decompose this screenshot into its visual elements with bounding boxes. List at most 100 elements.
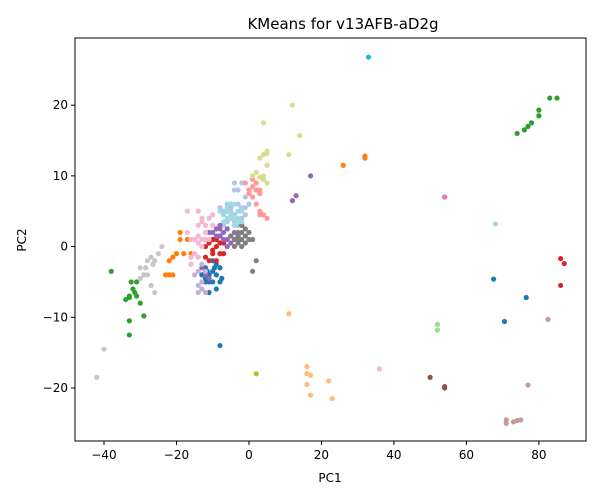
scatter-point-s14-p17 [235, 233, 241, 239]
scatter-point-s13-p9 [184, 229, 190, 236]
scatter-point-s2-p4 [181, 251, 187, 257]
scatter-point-s13-p17 [188, 261, 194, 267]
scatter-point-s1-p6 [246, 201, 252, 207]
scatter-point-s13-p3 [206, 215, 212, 221]
scatter-point-s14-p12 [231, 243, 238, 250]
scatter-point-s6-p1 [213, 243, 219, 250]
scatter-point-s14-p3 [242, 226, 248, 232]
scatter-point-s17-p10 [264, 180, 270, 186]
scatter-point-s13-p21 [199, 215, 205, 221]
scatter-point-s0-p4 [217, 265, 223, 271]
scatter-point-s13-p5 [202, 222, 209, 228]
scatter-point-s6-p9 [220, 251, 227, 257]
scatter-point-s17-p7 [257, 155, 263, 161]
scatter-point-s19-p0 [235, 208, 241, 214]
scatter-point-s6-p11 [202, 254, 209, 260]
scatter-point-s2-p6 [166, 258, 172, 264]
scatter-point-s2-p10 [340, 162, 346, 168]
scatter-point-s15-p1 [148, 254, 154, 260]
scatter-point-s9-p8 [195, 289, 201, 296]
x-tick-label: −40 [91, 448, 116, 462]
scatter-point-s8-p21 [206, 275, 212, 281]
scatter-point-s13-p18 [191, 251, 198, 257]
scatter-point-s13-p19 [195, 254, 201, 260]
scatter-point-s4-p8 [108, 268, 114, 274]
y-tick-label: 0 [60, 240, 68, 254]
scatter-point-s14-p0 [231, 236, 238, 243]
scatter-point-s9-p1 [195, 282, 201, 289]
scatter-point-s11-p5 [525, 382, 531, 388]
scatter-point-s8-p3 [220, 229, 227, 236]
scatter-point-s13-p2 [202, 229, 209, 236]
scatter-point-s14-p13 [249, 236, 256, 243]
scatter-point-s6-p12 [210, 247, 216, 253]
scatter-point-s15-p8 [159, 243, 165, 250]
scatter-point-s9-p5 [191, 272, 198, 278]
scatter-point-s17-p5 [297, 132, 303, 139]
scatter-point-s8-p13 [224, 243, 230, 250]
scatter-point-s0-p20 [501, 318, 508, 325]
scatter-point-s15-p4 [137, 265, 143, 271]
scatter-point-s15-p10 [137, 275, 143, 281]
scatter-point-s13-p10 [195, 233, 201, 239]
scatter-point-s2-p0 [177, 236, 183, 243]
scatter-point-s8-p7 [224, 226, 230, 232]
scatter-point-s14-p5 [239, 236, 245, 243]
scatter-point-s1-p3 [235, 201, 241, 207]
scatter-point-s6-p6 [210, 236, 216, 243]
scatter-point-s4-p15 [529, 120, 535, 126]
scatter-point-s9-p0 [199, 286, 205, 292]
scatter-point-s7-p13 [264, 215, 270, 221]
scatter-point-s5-p0 [434, 321, 441, 327]
scatter-point-s2-p7 [163, 272, 169, 278]
scatter-point-s19-p12 [217, 208, 223, 214]
scatter-point-s8-p16 [206, 229, 212, 236]
scatter-point-s8-p0 [210, 229, 216, 236]
scatter-point-s6-p4 [206, 258, 212, 264]
scatter-point-s15-p11 [143, 265, 149, 271]
scatter-point-s0-p3 [213, 272, 219, 278]
scatter-point-s6-p5 [202, 243, 209, 250]
scatter-point-s8-p1 [213, 226, 219, 232]
scatter-point-s3-p4 [307, 392, 314, 398]
scatter-point-s7-p14 [257, 212, 263, 218]
y-tick-label: −20 [43, 381, 68, 395]
scatter-point-s2-p5 [184, 236, 190, 243]
scatter-point-s4-p14 [525, 123, 531, 129]
scatter-point-s0-p7 [213, 286, 219, 292]
scatter-point-s4-p12 [514, 130, 520, 137]
scatter-point-s19-p17 [220, 212, 227, 218]
scatter-point-s17-p8 [253, 169, 259, 175]
scatter-point-s0-p9 [199, 272, 205, 278]
scatter-point-s15-p12 [150, 261, 156, 267]
scatter-point-s13-p4 [210, 212, 216, 218]
scatter-point-s6-p7 [213, 258, 219, 264]
scatter-point-s3-p2 [307, 372, 314, 378]
scatter-point-s13-p6 [199, 236, 205, 243]
scatter-point-s7-p9 [257, 190, 263, 197]
scatter-point-s4-p5 [141, 313, 147, 319]
scatter-point-s17-p2 [264, 148, 270, 154]
scatter-point-s0-p19 [490, 276, 497, 282]
scatter-point-s8-p11 [228, 240, 234, 246]
scatter-point-s15-p14 [94, 374, 100, 380]
scatter-point-s19-p8 [224, 215, 230, 221]
scatter-point-s4-p10 [126, 294, 132, 301]
scatter-point-s2-p1 [173, 251, 180, 257]
scatter-point-s13-p15 [202, 236, 209, 243]
scatter-point-s19-p15 [239, 219, 245, 225]
scatter-point-s15-p3 [141, 272, 147, 278]
scatter-point-s5-p1 [434, 327, 441, 333]
scatter-point-s7-p11 [253, 180, 259, 186]
scatter-point-s7-p6 [253, 201, 259, 207]
scatter-point-s19-p6 [239, 208, 245, 214]
scatter-point-s2-p12 [362, 155, 368, 161]
scatter-point-s13-p12 [184, 208, 190, 214]
scatter-point-s9-p7 [202, 268, 209, 274]
scatter-point-s13-p7 [206, 236, 212, 243]
scatter-point-s9-p4 [195, 268, 201, 274]
scatter-point-s8-p9 [220, 236, 227, 243]
scatter-point-s16-p0 [253, 371, 259, 377]
scatter-point-s7-p12 [246, 190, 252, 197]
scatter-point-s8-p19 [307, 173, 314, 179]
